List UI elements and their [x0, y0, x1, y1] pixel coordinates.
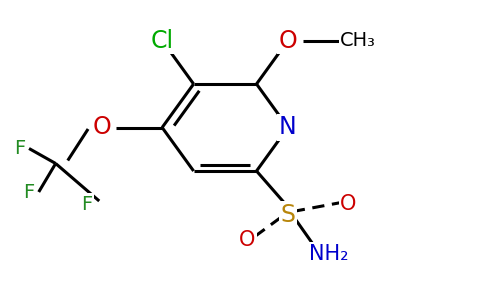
- Text: Cl: Cl: [151, 28, 174, 52]
- Text: CH₃: CH₃: [340, 31, 376, 50]
- Text: O: O: [279, 28, 297, 52]
- Text: N: N: [279, 116, 297, 140]
- Text: F: F: [23, 182, 35, 202]
- Text: S: S: [281, 202, 295, 226]
- Text: NH₂: NH₂: [309, 244, 349, 263]
- Text: O: O: [92, 116, 111, 140]
- Text: O: O: [340, 194, 357, 214]
- Text: F: F: [14, 139, 25, 158]
- Text: O: O: [239, 230, 255, 250]
- Text: F: F: [81, 194, 93, 214]
